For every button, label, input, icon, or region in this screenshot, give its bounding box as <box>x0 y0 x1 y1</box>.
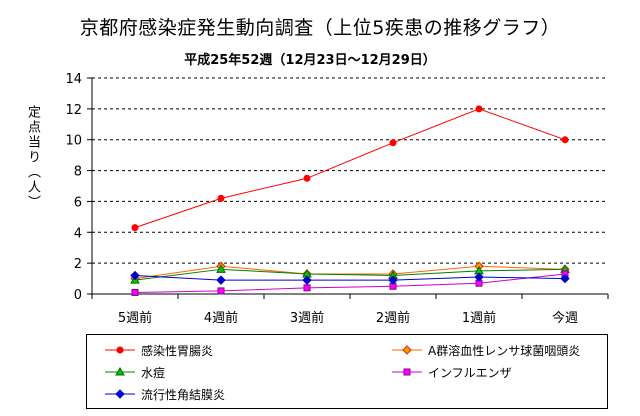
data-point <box>561 136 569 144</box>
legend-item: 水痘 <box>105 365 165 380</box>
data-point <box>216 275 226 285</box>
legend-item: 感染性胃腸炎 <box>105 343 213 358</box>
y-tick-label: 12 <box>65 103 82 118</box>
chart-title: 京都府感染症発生動向調査（上位5疾患の推移グラフ） <box>79 17 561 39</box>
series-line <box>134 108 566 229</box>
legend-label: インフルエンザ <box>428 366 512 380</box>
y-tick-label: 0 <box>74 288 82 303</box>
gridlines <box>92 77 608 264</box>
y-tick-label: 8 <box>74 165 82 180</box>
y-tick-label: 6 <box>74 195 82 210</box>
data-point <box>217 287 225 295</box>
legend-item: A群溶血性レンサ球菌咽頭炎 <box>392 343 580 358</box>
x-tick-labels: 5週前 4週前 3週前 2週前 1週前 今週 <box>118 310 578 326</box>
data-point <box>560 273 570 284</box>
y-tick-label: 14 <box>65 72 82 87</box>
y-tick-label: 2 <box>74 257 82 272</box>
legend-marker <box>115 366 125 376</box>
legend-marker <box>403 368 411 376</box>
x-tick-label: 1週前 <box>462 310 496 326</box>
legend-marker <box>115 389 125 399</box>
legend-label: 流行性角結膜炎 <box>141 388 225 402</box>
legend: 感染性胃腸炎 A群溶血性レンサ球菌咽頭炎水痘 インフルエンザ流行性角結膜炎 <box>86 334 608 409</box>
series <box>130 105 570 296</box>
x-tick-label: 4週前 <box>204 310 238 326</box>
data-point <box>475 105 483 113</box>
x-tick-label: 5週前 <box>118 310 152 326</box>
data-point <box>131 224 139 232</box>
chart-subtitle: 平成25年52週（12月23日～12月29日） <box>184 53 436 68</box>
data-point <box>216 264 226 273</box>
x-tick-label: 2週前 <box>376 310 410 326</box>
legend-label: 感染性胃腸炎 <box>141 343 213 358</box>
x-tick-label: 3週前 <box>290 310 324 326</box>
series-4 <box>130 270 570 285</box>
data-point <box>303 284 311 292</box>
data-point <box>388 275 398 285</box>
x-tick-label: 今週 <box>552 310 578 326</box>
y-tick-labels: 0 2 4 6 8 10 12 14 <box>65 72 82 303</box>
data-point <box>389 139 397 147</box>
series-line <box>134 265 566 280</box>
y-tick-label: 10 <box>65 134 82 149</box>
legend-label: A群溶血性レンサ球菌咽頭炎 <box>428 343 580 358</box>
data-point <box>474 272 484 282</box>
series-line <box>134 274 566 281</box>
series-line <box>134 268 566 281</box>
legend-label: 水痘 <box>141 365 165 380</box>
legend-item: 流行性角結膜炎 <box>105 388 225 402</box>
y-axis-label: 定点当り（人） <box>25 105 40 210</box>
y-tick-label: 4 <box>74 226 82 241</box>
data-point <box>303 174 311 182</box>
data-point <box>131 288 139 296</box>
axes <box>87 77 609 299</box>
legend-item: インフルエンザ <box>392 366 512 380</box>
series-line <box>134 273 566 293</box>
legend-marker <box>402 345 412 355</box>
data-point <box>302 275 312 285</box>
legend-marker <box>116 346 124 354</box>
data-point <box>217 194 225 202</box>
data-point <box>130 270 140 281</box>
series-0 <box>131 105 569 232</box>
